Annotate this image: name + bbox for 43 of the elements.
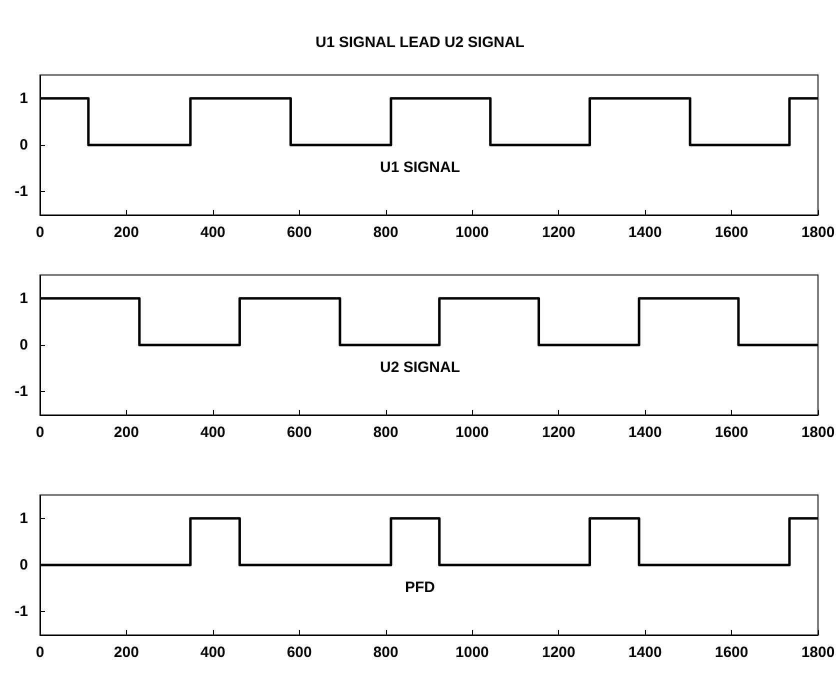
x-tick-label: 1400 — [628, 424, 662, 441]
x-tick-label: 600 — [286, 424, 312, 441]
x-tick-label: 1800 — [801, 224, 835, 241]
x-tick-label: 200 — [114, 424, 139, 441]
y-tick-label: 1 — [20, 510, 28, 527]
x-tick-label: 400 — [200, 424, 226, 441]
x-tick-label: 800 — [373, 224, 398, 241]
x-tick-label: 1400 — [628, 224, 662, 241]
x-tick-label: 200 — [114, 224, 139, 241]
x-tick-label: 1200 — [542, 424, 576, 441]
x-tick-label: 1600 — [714, 644, 748, 661]
x-tick-label: 1000 — [456, 644, 489, 661]
y-tick-label: 0 — [20, 556, 28, 574]
y-tick-label: -1 — [14, 383, 28, 400]
x-tick-label: 1800 — [801, 644, 835, 661]
x-tick-label: 400 — [200, 644, 226, 661]
y-tick-label: 0 — [20, 136, 28, 154]
y-tick-label: 1 — [20, 290, 28, 307]
y-tick-label: -1 — [14, 603, 28, 620]
x-tick-label: 1200 — [542, 224, 576, 241]
x-tick-label: 0 — [36, 224, 44, 241]
x-tick-label: 600 — [286, 224, 312, 241]
x-tick-label: 800 — [373, 644, 398, 661]
x-tick-label: 400 — [200, 224, 226, 241]
y-tick-label: 0 — [20, 336, 28, 354]
x-tick-label: 600 — [286, 644, 312, 661]
x-tick-label: 800 — [373, 424, 398, 441]
x-tick-label: 1600 — [714, 424, 748, 441]
x-tick-label: 0 — [36, 644, 44, 661]
x-tick-label: 1000 — [456, 224, 489, 241]
x-tick-label: 1200 — [542, 644, 576, 661]
x-tick-label: 200 — [114, 644, 139, 661]
annotation: U1 SIGNAL — [380, 159, 460, 176]
x-tick-label: 1800 — [801, 424, 835, 441]
x-tick-label: 1600 — [714, 224, 748, 241]
x-tick-label: 1400 — [628, 644, 662, 661]
x-tick-label: 0 — [36, 424, 44, 441]
chart-title: U1 SIGNAL LEAD U2 SIGNAL — [316, 34, 524, 51]
annotation: PFD — [405, 579, 436, 596]
x-tick-label: 1000 — [456, 424, 489, 441]
annotation: U2 SIGNAL — [380, 359, 460, 376]
y-tick-label: -1 — [14, 183, 28, 200]
y-tick-label: 1 — [20, 90, 28, 107]
